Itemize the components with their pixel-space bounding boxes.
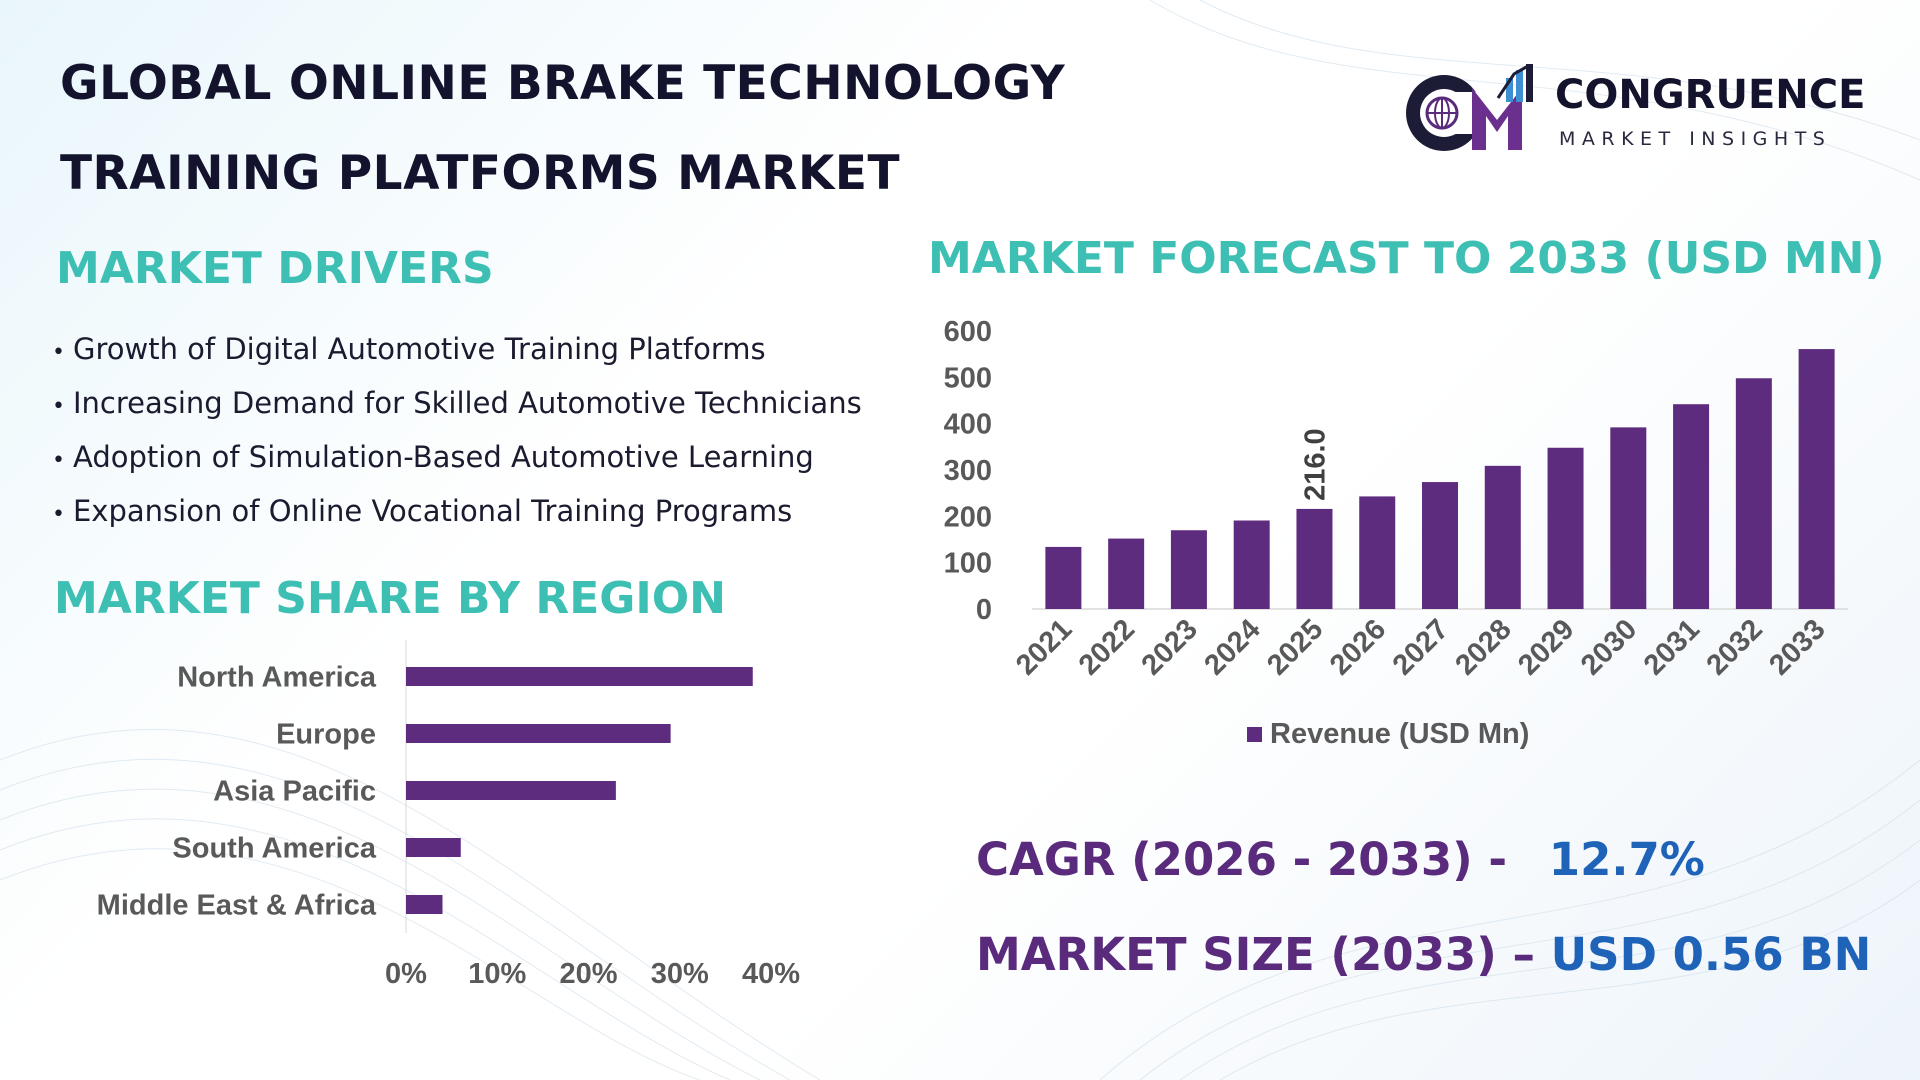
forecast-bar (1359, 496, 1396, 609)
region-title: MARKET SHARE BY REGION (54, 573, 726, 624)
driver-item: • Growth of Digital Automotive Training P… (52, 322, 932, 376)
cagr-value: 12.7% (1548, 833, 1705, 886)
forecast-title: MARKET FORECAST TO 2033 (USD MN) (928, 233, 1885, 284)
page-title-line2: TRAINING PLATFORMS MARKET (60, 146, 901, 201)
region-bar (406, 724, 671, 743)
region-bar (406, 895, 443, 914)
forecast-x-tick: 2026 (1324, 613, 1392, 681)
market-size-value: USD 0.56 BN (1550, 928, 1872, 981)
forecast-y-tick: 100 (944, 548, 992, 580)
forecast-chart: 0100200300400500600202120222023202420252… (944, 316, 1848, 750)
forecast-x-tick: 2030 (1575, 613, 1643, 681)
region-category-label: Europe (276, 719, 376, 751)
forecast-x-tick: 2024 (1198, 613, 1266, 681)
forecast-bar (1170, 530, 1207, 609)
region-x-tick: 10% (468, 958, 526, 990)
forecast-bar (1547, 447, 1584, 609)
drivers-title: MARKET DRIVERS (56, 243, 494, 294)
cagr-stat: CAGR (2026 - 2033) - 12.7% (976, 833, 1705, 886)
region-x-tick: 40% (742, 958, 800, 990)
driver-text: Expansion of Online Vocational Training … (72, 494, 793, 528)
forecast-y-tick: 0 (976, 594, 992, 626)
forecast-bar (1422, 482, 1458, 609)
legend-label: Revenue (USD Mn) (1270, 718, 1529, 750)
region-category-label: South America (172, 833, 376, 865)
forecast-y-tick: 300 (944, 455, 992, 487)
market-size-stat: MARKET SIZE (2033) – USD 0.56 BN (976, 928, 1871, 981)
cagr-label: CAGR (2026 - 2033) - (976, 833, 1508, 886)
logo-name: CONGRUENCE (1555, 72, 1866, 118)
forecast-bar (1296, 508, 1333, 609)
forecast-bar (1108, 538, 1145, 609)
bullet-icon: • (52, 448, 65, 473)
forecast-bar (1233, 520, 1270, 609)
region-x-tick: 20% (559, 958, 617, 990)
driver-item: • Adoption of Simulation-Based Automotive… (52, 430, 932, 484)
region-category-label: Asia Pacific (213, 776, 376, 808)
forecast-x-tick: 2029 (1512, 613, 1580, 681)
driver-text: Increasing Demand for Skilled Automotive… (72, 386, 862, 420)
logo-subtitle: MARKET INSIGHTS (1559, 128, 1832, 150)
driver-item: • Expansion of Online Vocational Training… (52, 484, 932, 538)
forecast-data-label: 216.0 (1299, 428, 1331, 501)
driver-text: Adoption of Simulation-Based Automotive … (72, 440, 814, 474)
region-bar (406, 667, 753, 686)
bullet-icon: • (52, 340, 65, 365)
bullet-icon: • (52, 502, 65, 527)
region-category-label: Middle East & Africa (97, 890, 377, 922)
forecast-x-tick: 2033 (1763, 613, 1831, 681)
forecast-x-tick: 2022 (1073, 613, 1141, 681)
company-logo: CONGRUENCE MARKET INSIGHTS (1402, 58, 1872, 158)
page-title-line1: GLOBAL ONLINE BRAKE TECHNOLOGY (60, 56, 1066, 111)
forecast-bar (1610, 427, 1647, 609)
region-x-tick: 0% (385, 958, 427, 990)
forecast-bar (1798, 349, 1835, 609)
forecast-bar (1045, 546, 1082, 609)
market-size-label: MARKET SIZE (2033) – (976, 928, 1535, 981)
drivers-list: • Growth of Digital Automotive Training P… (52, 322, 932, 538)
forecast-bar (1673, 404, 1710, 609)
forecast-y-tick: 400 (944, 409, 992, 441)
driver-item: • Increasing Demand for Skilled Automotiv… (52, 376, 932, 430)
region-category-label: North America (177, 662, 377, 694)
region-x-tick: 30% (651, 958, 709, 990)
region-bar (406, 781, 616, 800)
bullet-icon: • (52, 394, 65, 419)
driver-text: Growth of Digital Automotive Training Pl… (72, 332, 766, 366)
forecast-x-tick: 2021 (1010, 613, 1078, 681)
forecast-bar (1735, 378, 1772, 609)
forecast-y-tick: 600 (944, 316, 992, 348)
forecast-x-tick: 2028 (1449, 613, 1517, 681)
forecast-x-tick: 2031 (1638, 613, 1706, 681)
legend-swatch (1247, 727, 1262, 742)
forecast-x-tick: 2027 (1387, 613, 1455, 681)
forecast-x-tick: 2025 (1261, 613, 1329, 681)
logo-mark-icon (1406, 64, 1533, 151)
forecast-bar (1484, 465, 1521, 609)
region-share-chart: North America Europe Asia Pacific South Ame… (97, 640, 800, 990)
forecast-x-tick: 2023 (1136, 613, 1204, 681)
region-bar (406, 838, 461, 857)
forecast-y-tick: 500 (944, 362, 992, 394)
forecast-y-tick: 200 (944, 501, 992, 533)
forecast-x-tick: 2032 (1701, 613, 1769, 681)
